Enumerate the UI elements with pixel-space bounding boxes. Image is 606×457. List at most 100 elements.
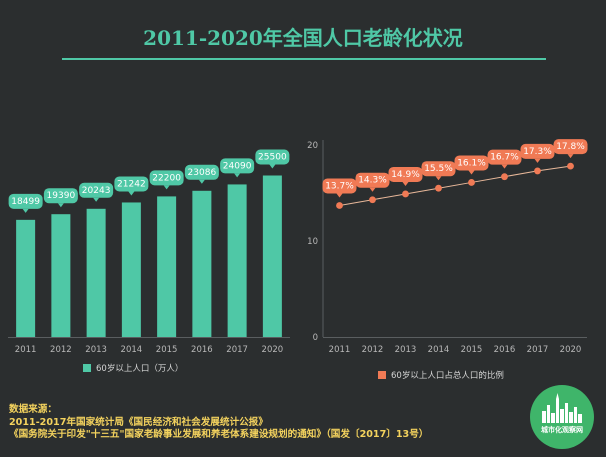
site-logo: 城市化观察网 — [530, 385, 594, 449]
source-line-2: 《国务院关于印发"十三五"国家老龄事业发展和养老体系建设规划的通知》（国发〔20… — [9, 429, 429, 440]
bar-data-label-2012: 19390 — [47, 191, 76, 201]
line-tick-label-2011: 2011 — [329, 345, 351, 355]
bar-legend: 60岁以上人口（万人） — [83, 362, 183, 374]
bar-2013 — [86, 208, 106, 337]
bar-data-label-2012-pointer — [57, 203, 64, 208]
line-point-2016 — [501, 173, 508, 181]
line-data-label-2012-bubble — [355, 172, 390, 188]
bar-data-label-2013: 20243 — [82, 186, 111, 196]
bar-data-label-2017-bubble — [220, 158, 255, 174]
line-y-tick-20: 20 — [307, 141, 318, 151]
line-tick-label-2013: 2013 — [395, 345, 417, 355]
data-source: 数据来源： 2011-2017年国家统计局《国民经济和社会发展统计公报》 《国务… — [9, 404, 428, 442]
line-point-2013 — [402, 190, 409, 198]
line-data-label-2013: 14.9% — [391, 170, 420, 180]
city-skyline-icon — [542, 393, 582, 423]
bar-2015 — [157, 196, 177, 337]
bar-2017 — [227, 184, 247, 337]
bar-data-label-2011-bubble — [8, 193, 43, 209]
line-y-tick-0: 0 — [313, 333, 318, 343]
bar-2016 — [192, 190, 212, 337]
line-tick-label-2020: 2020 — [560, 345, 582, 355]
bar-tick-label-2015: 2015 — [156, 345, 178, 355]
line-data-label-2017-pointer — [534, 158, 541, 163]
line-data-label-2013-bubble — [388, 166, 423, 182]
line-point-2014 — [435, 184, 442, 192]
line-data-label-2015-bubble — [454, 155, 489, 171]
line-point-2017 — [534, 167, 541, 175]
line-data-label-2016-pointer — [501, 164, 508, 169]
line-tick-label-2017: 2017 — [527, 345, 549, 355]
line-series — [339, 165, 571, 206]
bar-tick-label-2011: 2011 — [15, 345, 37, 355]
line-data-label-2011-bubble — [322, 178, 357, 194]
bar-2020 — [262, 175, 282, 337]
line-data-label-2020-pointer — [567, 154, 574, 159]
line-data-label-2016-bubble — [487, 149, 522, 165]
bar-data-label-2015-pointer — [163, 185, 170, 190]
title-divider — [62, 58, 546, 60]
bar-data-label-2016: 23086 — [188, 168, 217, 178]
line-data-label-2014-pointer — [435, 176, 442, 181]
bar-data-label-2014: 21242 — [117, 179, 146, 189]
bar-data-label-2020: 25500 — [258, 153, 287, 163]
bar-data-label-2011-pointer — [22, 208, 29, 213]
bar-2011 — [16, 219, 36, 337]
line-data-label-2016: 16.7% — [490, 153, 519, 163]
logo-text: 城市化观察网 — [541, 426, 583, 434]
bar-data-label-2013-pointer — [93, 197, 100, 202]
line-data-label-2011: 13.7% — [325, 181, 354, 191]
source-label: 数据来源： — [9, 404, 57, 415]
bar-legend-label: 60岁以上人口（万人） — [96, 364, 184, 374]
bar-data-label-2020-pointer — [269, 164, 276, 169]
bar-data-label-2011: 18499 — [11, 197, 40, 207]
line-point-2015 — [468, 179, 475, 186]
bar-data-label-2016-pointer — [198, 179, 205, 184]
line-data-label-2014: 15.5% — [424, 164, 453, 174]
line-data-label-2011-pointer — [336, 193, 343, 198]
bar-data-label-2015-bubble — [149, 170, 184, 186]
bar-data-label-2020-bubble — [255, 149, 290, 165]
bar-tick-label-2013: 2013 — [85, 345, 107, 355]
line-data-label-2012: 14.3% — [358, 176, 387, 186]
line-data-label-2015: 16.1% — [457, 158, 486, 168]
line-tick-label-2016: 2016 — [494, 345, 516, 355]
bar-data-label-2017: 24090 — [223, 161, 252, 171]
line-legend: 60岁以上人口占总人口的比例 — [378, 369, 504, 381]
line-point-2012 — [369, 196, 376, 204]
bar-data-label-2012-bubble — [43, 188, 78, 204]
bar-2012 — [51, 214, 71, 337]
bar-tick-label-2014: 2014 — [121, 345, 143, 355]
line-legend-label: 60岁以上人口占总人口的比例 — [391, 371, 504, 381]
chart-title: 2011-2020年全国人口老龄化状况 — [143, 26, 463, 50]
bar-data-label-2014-pointer — [128, 191, 135, 196]
line-data-label-2017: 17.3% — [523, 147, 552, 157]
bar-data-label-2016-bubble — [184, 164, 219, 180]
line-data-label-2014-bubble — [421, 161, 456, 177]
line-data-label-2012-pointer — [369, 187, 376, 192]
bar-legend-swatch — [83, 364, 91, 372]
bar-data-label-2014-bubble — [114, 176, 149, 192]
bar-data-label-2013-bubble — [79, 182, 114, 198]
bar-tick-label-2020: 2020 — [262, 345, 284, 355]
line-tick-label-2014: 2014 — [428, 345, 450, 355]
source-line-1: 2011-2017年国家统计局《国民经济和社会发展统计公报》 — [9, 416, 268, 428]
line-point-2020 — [567, 162, 574, 170]
line-tick-label-2015: 2015 — [461, 345, 483, 355]
line-data-label-2015-pointer — [468, 170, 475, 175]
bar-data-label-2015: 22200 — [152, 173, 181, 183]
line-data-label-2020-bubble — [553, 139, 588, 155]
line-data-label-2020: 17.8% — [556, 142, 585, 152]
line-data-label-2013-pointer — [402, 181, 409, 186]
line-y-tick-10: 10 — [307, 237, 318, 247]
line-legend-swatch — [378, 371, 386, 379]
bar-tick-label-2016: 2016 — [191, 345, 213, 355]
line-data-label-2017-bubble — [520, 143, 555, 159]
line-tick-label-2012: 2012 — [362, 345, 384, 355]
bar-2014 — [121, 202, 141, 337]
line-point-2011 — [336, 202, 343, 209]
bar-data-label-2017-pointer — [234, 173, 241, 178]
bar-tick-label-2017: 2017 — [226, 345, 248, 355]
bar-tick-label-2012: 2012 — [50, 345, 72, 355]
